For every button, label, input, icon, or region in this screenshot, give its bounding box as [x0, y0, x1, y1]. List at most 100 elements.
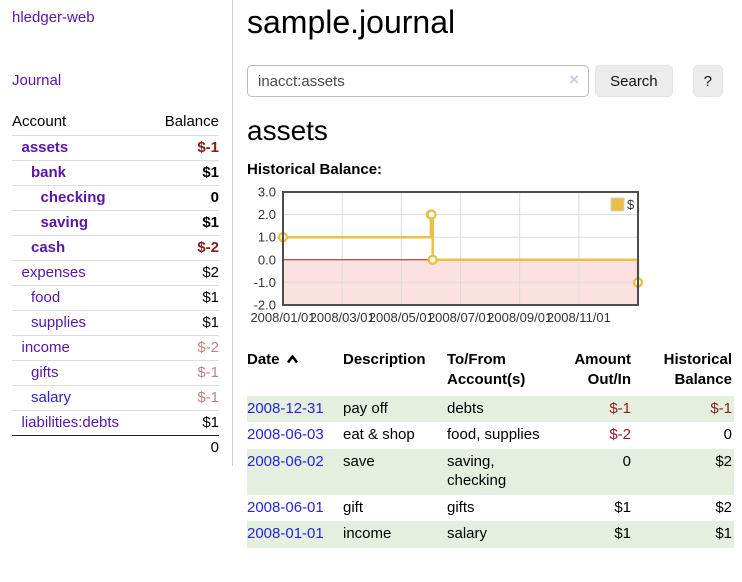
transaction-balance-cell: 0: [723, 426, 732, 443]
page-title: sample.journal: [247, 4, 456, 40]
table-row: 2008-06-01 gift gifts $1 $2: [247, 495, 734, 522]
account-balance: $-2: [149, 335, 219, 361]
account-link[interactable]: saving: [40, 214, 89, 231]
search-button[interactable]: Search: [595, 65, 673, 97]
app-title-link[interactable]: hledger-web: [12, 9, 95, 26]
transaction-date-cell: 2008-12-31: [247, 396, 343, 423]
account-link[interactable]: liabilities:debts: [21, 414, 120, 431]
search-box: ×: [247, 65, 590, 97]
transaction-description-cell: save: [343, 452, 375, 470]
historical-balance-chart: $3.0 2.0 1.0 0.0 -1.0 -2.0 2008/01/01 2008/03/0…: [247, 184, 649, 334]
svg-text:2008/09/01: 2008/09/01: [487, 310, 552, 325]
accounts-total: 0: [149, 435, 219, 460]
register-body: 2008-12-31 pay off debts $-1 $-1 2008-06-03 ea…: [247, 395, 734, 548]
account-row: checking 0: [12, 185, 219, 211]
account-link[interactable]: gifts: [31, 364, 59, 381]
register-header-description: Description: [343, 351, 426, 368]
transaction-accounts-cell: debts: [447, 399, 484, 417]
transaction-amount-cell: $-1: [609, 399, 631, 417]
account-link[interactable]: supplies: [31, 314, 87, 331]
account-row: liabilities:debts $1: [12, 411, 220, 436]
accounts-total-row: 0: [12, 435, 219, 460]
transaction-accounts-cell: salary: [447, 525, 488, 542]
svg-text:2008/11/01: 2008/11/01: [547, 310, 611, 325]
transaction-amount-cell: $1: [614, 498, 631, 516]
transaction-accounts-cell: saving, checking: [447, 452, 507, 490]
transaction-date-link[interactable]: 2008-12-31: [247, 399, 324, 417]
account-row: salary $-1: [12, 385, 219, 411]
transaction-date-cell: 2008-06-02: [247, 449, 343, 495]
register-header-row: Date Description To/From Account(s) Amou…: [247, 348, 734, 396]
transaction-date-link[interactable]: 2008-06-01: [247, 498, 324, 516]
main-content: sample.journal × Search ? assets Histori…: [233, 0, 734, 548]
svg-text:1.0: 1.0: [258, 230, 276, 245]
account-row: gifts $-1: [12, 360, 219, 386]
svg-text:2008/05/01: 2008/05/01: [369, 310, 434, 325]
transaction-amount-cell: 0: [622, 452, 631, 470]
hledger-web-app: hledger-web Journal Account Balance asse…: [0, 0, 734, 548]
account-link[interactable]: cash: [31, 239, 66, 256]
transaction-date-link[interactable]: 2008-01-01: [247, 525, 324, 542]
account-row: supplies $1: [12, 310, 219, 336]
table-row: 2008-06-03 eat & shop food, supplies $-2 0: [247, 422, 734, 449]
search-input[interactable]: [247, 65, 590, 97]
transaction-date-cell: 2008-06-03: [247, 422, 343, 449]
svg-text:$: $: [627, 197, 635, 212]
journal-link[interactable]: Journal: [12, 72, 62, 89]
register-header-amount: Amount Out/In: [574, 351, 631, 389]
account-row: cash $-2: [12, 235, 219, 261]
sidebar: hledger-web Journal Account Balance asse…: [0, 0, 233, 466]
svg-text:-1.0: -1.0: [254, 275, 276, 290]
account-link[interactable]: checking: [40, 189, 106, 206]
account-link[interactable]: assets: [21, 139, 69, 156]
svg-text:2008/07/01: 2008/07/01: [428, 310, 493, 325]
account-link[interactable]: food: [31, 289, 61, 306]
account-balance: $-1: [149, 135, 219, 161]
accounts-header-account: Account: [12, 109, 150, 136]
account-balance: $1: [149, 210, 219, 236]
svg-text:2.0: 2.0: [258, 207, 276, 222]
register-table: Date Description To/From Account(s) Amou…: [247, 348, 734, 548]
account-balance: $-1: [149, 360, 219, 386]
svg-text:2008/01/01: 2008/01/01: [250, 310, 315, 325]
transaction-amount-cell: $-2: [609, 426, 631, 443]
svg-text:-2.0: -2.0: [254, 298, 276, 313]
account-balance: $-2: [149, 235, 219, 261]
help-button[interactable]: ?: [692, 65, 723, 97]
account-row: saving $1: [12, 210, 219, 236]
account-heading: assets: [247, 115, 328, 146]
account-balance: $2: [149, 260, 219, 286]
account-balance: $1: [149, 310, 219, 336]
transaction-date-link[interactable]: 2008-06-02: [247, 452, 324, 470]
account-balance: $-1: [149, 385, 219, 411]
clear-search-icon[interactable]: ×: [569, 70, 580, 89]
transaction-date-link[interactable]: 2008-06-03: [247, 426, 324, 443]
transaction-description-cell: gift: [343, 498, 364, 516]
accounts-header-row: Account Balance: [12, 109, 219, 136]
sort-ascending-icon: [286, 354, 298, 364]
table-row: 2008-01-01 income salary $1 $1: [247, 521, 734, 548]
register-header-date-label: Date: [247, 351, 280, 368]
transaction-accounts-cell: gifts: [447, 498, 475, 516]
svg-text:0.0: 0.0: [258, 252, 276, 267]
account-link[interactable]: salary: [31, 389, 72, 406]
account-link[interactable]: expenses: [21, 264, 86, 281]
account-link[interactable]: bank: [31, 164, 67, 181]
account-row: bank $1: [12, 160, 219, 186]
account-balance: $1: [202, 414, 219, 431]
account-link[interactable]: income: [21, 339, 70, 356]
table-row: 2008-12-31 pay off debts $-1 $-1: [247, 395, 734, 423]
transaction-accounts-cell: food, supplies: [447, 426, 540, 443]
transaction-description-cell: income: [343, 525, 392, 542]
account-balance: $1: [149, 160, 219, 186]
transaction-date-cell: 2008-06-01: [247, 495, 343, 522]
account-balance: 0: [149, 185, 219, 211]
accounts-header-balance: Balance: [149, 109, 219, 136]
search-bar: × Search ?: [247, 65, 723, 97]
account-row: income $-2: [12, 335, 219, 361]
accounts-table: Account Balance assets $-1 bank $1 checking 0…: [12, 109, 219, 460]
transaction-description-cell: pay off: [343, 399, 388, 417]
transaction-amount-cell: $1: [614, 525, 631, 542]
transaction-balance-cell: $-1: [710, 399, 732, 417]
accounts-body: assets $-1 bank $1 checking 0 saving $1 cash $-2 e…: [12, 135, 220, 436]
